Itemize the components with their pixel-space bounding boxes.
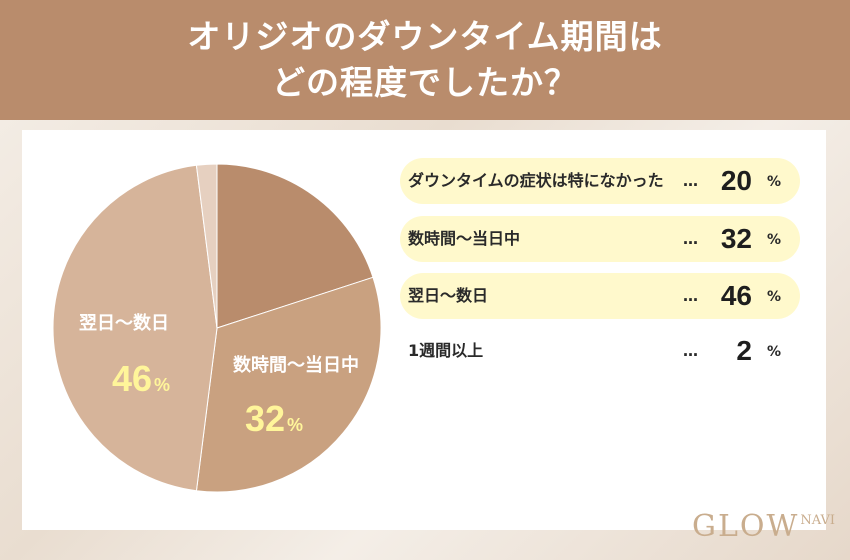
legend-row-background <box>400 216 800 262</box>
brand-logo: GLOWNAVI <box>692 509 835 544</box>
slice-unit-next-day: % <box>154 375 171 395</box>
legend-value: 20 <box>720 165 752 196</box>
slice-same-day <box>195 276 382 493</box>
slice-pct-next-day: 46% <box>112 358 170 400</box>
legend-row: 翌日〜数日 … 46 % <box>400 273 800 319</box>
slice-label-next-day: 翌日〜数日 <box>79 313 169 334</box>
title-line-2: どの程度でしたか？ <box>272 63 578 102</box>
slice-pct-same-day: 32% <box>245 398 303 440</box>
legend-value: 46 <box>720 280 752 311</box>
slice-value-next-day: 46 <box>112 358 153 399</box>
slice-next-day <box>52 164 218 492</box>
legend-dots: … <box>683 172 698 190</box>
legend-label: ダウンタイムの症状は特になかった <box>408 171 664 190</box>
slice-unit-same-day: % <box>287 415 304 435</box>
legend-label: 1週間以上 <box>408 341 484 360</box>
legend-unit: % <box>767 174 782 190</box>
legend-row-background <box>400 273 800 319</box>
legend-unit: % <box>767 344 782 360</box>
legend-value: 2 <box>736 335 752 366</box>
legend-row-background <box>400 158 800 204</box>
legend-row: ダウンタイムの症状は特になかった … 20 % <box>400 158 800 204</box>
title-line-1: オリジオのダウンタイム期間は <box>187 17 663 56</box>
slice-over-week <box>195 163 218 329</box>
legend-dots: … <box>683 287 698 305</box>
legend-row: 1週間以上 … 2 % <box>400 328 800 374</box>
slice-value-same-day: 32 <box>245 398 286 439</box>
legend-label: 翌日〜数日 <box>408 286 489 305</box>
legend-unit: % <box>767 289 782 305</box>
legend-dots: … <box>683 342 698 360</box>
legend-dots: … <box>683 230 698 248</box>
legend-row: 数時間〜当日中 … 32 % <box>400 216 800 262</box>
pie-chart <box>52 163 382 493</box>
brand-logo-main: GLOW <box>692 509 800 544</box>
slice-label-same-day: 数時間〜当日中 <box>233 355 359 376</box>
legend-value: 32 <box>720 223 752 254</box>
brand-logo-sub: NAVI <box>800 513 835 528</box>
legend-unit: % <box>767 232 782 248</box>
legend-label: 数時間〜当日中 <box>408 229 521 248</box>
slice-no-symptoms <box>216 163 374 329</box>
header-banner: オリジオのダウンタイム期間は どの程度でしたか？ <box>0 0 850 120</box>
